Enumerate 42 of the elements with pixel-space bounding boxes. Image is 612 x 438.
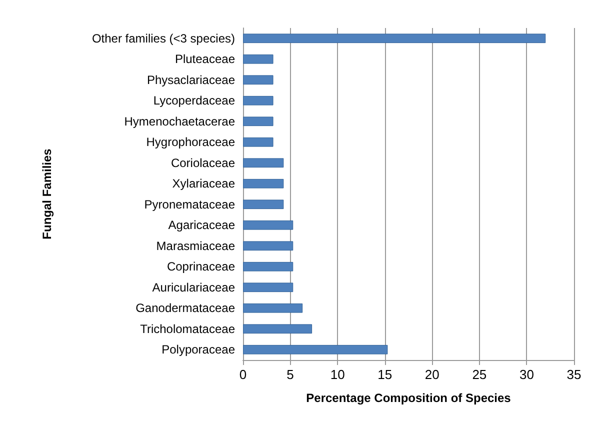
bar: [243, 262, 294, 272]
y-tick-label: Coriolaceae: [170, 156, 236, 170]
bar: [243, 96, 274, 106]
bar: [243, 116, 274, 126]
x-tick-label: 5: [286, 367, 294, 382]
y-tick-label: Physaclariaceae: [146, 72, 236, 87]
y-tick-label: Tricholomataceae: [140, 322, 236, 336]
x-tick-label: 25: [472, 367, 487, 382]
bar: [243, 282, 294, 292]
x-axis-title: Percentage Composition of Species: [306, 391, 512, 405]
bar: [243, 241, 294, 251]
y-tick-label: Marasmiaceae: [156, 238, 236, 253]
y-tick-label: Other families (<3 species): [92, 31, 235, 46]
y-tick-label: Polyporaceae: [162, 342, 236, 357]
bar: [243, 324, 312, 334]
y-tick-label: Agaricaceae: [168, 218, 236, 232]
y-tick-label: Coprinaceae: [166, 260, 236, 274]
bar: [243, 178, 284, 188]
bar: [243, 158, 284, 168]
bar: [243, 220, 294, 230]
y-tick-label: Ganodermataceae: [136, 301, 236, 316]
bar: [243, 344, 388, 354]
x-tick-label: 30: [519, 367, 534, 382]
x-tick-label: 35: [566, 367, 582, 382]
y-tick-label: Pluteaceae: [174, 52, 236, 66]
y-tick-label: Hygrophoraceae: [146, 135, 236, 150]
x-tick-label: 0: [239, 367, 247, 382]
bar: [243, 200, 284, 210]
bar: [243, 137, 274, 147]
x-tick-label: 10: [330, 367, 345, 382]
y-tick-label: Auriculariaceae: [152, 280, 236, 294]
bar: [243, 303, 303, 313]
bar: [243, 34, 546, 44]
y-tick-label: Lycoperdaceae: [153, 94, 236, 108]
x-tick-label: 20: [424, 367, 440, 382]
bar: [243, 54, 274, 64]
bar: [243, 75, 274, 85]
y-axis-title: Fungal Families: [40, 148, 54, 240]
y-tick-label: Hymenochaetacerae: [124, 114, 236, 128]
y-tick-label: Xylariaceae: [172, 176, 236, 191]
x-tick-label: 15: [378, 367, 392, 382]
y-tick-label: Pyronemataceae: [144, 197, 236, 212]
